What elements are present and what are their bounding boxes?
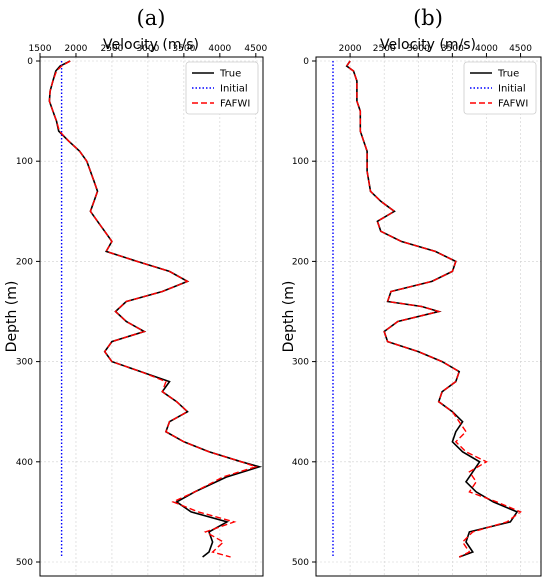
legend-label: Initial (220, 84, 248, 95)
y-tick-label: 100 (16, 157, 33, 167)
legend-label: True (219, 69, 241, 80)
x-tick-label: 3000 (136, 44, 159, 54)
legend-label: FAFWI (220, 99, 250, 110)
y-tick-label: 500 (292, 558, 309, 568)
x-tick-label: 3500 (441, 44, 464, 54)
x-tick-label: 3500 (172, 44, 195, 54)
y-tick-label: 400 (292, 458, 309, 468)
y-tick-label: 200 (16, 257, 33, 267)
x-tick-label: 2500 (100, 44, 123, 54)
panel-label: (a) (137, 6, 166, 30)
x-tick-label: 2500 (373, 44, 396, 54)
x-tick-label: 4500 (244, 44, 267, 54)
y-tick-label: 100 (292, 157, 309, 167)
x-tick-label: 4500 (509, 44, 532, 54)
y-tick-label: 0 (27, 57, 33, 67)
legend-label: Initial (498, 84, 526, 95)
series-line-fafwi (345, 60, 522, 558)
plot-frame (39, 56, 264, 577)
y-tick-label: 200 (292, 257, 309, 267)
x-axis-title: Velocity (m/s) (103, 37, 199, 53)
y-axis-title: Depth (m) (4, 281, 20, 353)
y-tick-label: 400 (16, 458, 33, 468)
legend: True Initial FAFWI (463, 61, 537, 115)
x-tick-label: 4000 (475, 44, 498, 54)
chart-panel-1: 1500 2000 2500 3000 3500 4000 4500 0 100 200 300 40… (4, 6, 268, 577)
legend: True Initial FAFWI (185, 61, 259, 115)
y-tick-label: 300 (16, 358, 33, 368)
x-axis-title: Velocity (m/s) (380, 37, 476, 53)
x-tick-label: 1500 (29, 44, 52, 54)
y-tick-label: 0 (303, 57, 309, 67)
x-tick-label: 2000 (65, 44, 88, 54)
legend-label: True (497, 69, 519, 80)
x-tick-label: 2000 (339, 44, 362, 54)
chart-panel-2: 2000 2500 3000 3500 4000 4500 0 100 200 300 400 500… (281, 6, 542, 577)
legend-box (463, 61, 537, 115)
legend-label: FAFWI (498, 99, 528, 110)
series-line-fafwi (48, 60, 259, 558)
y-tick-label: 500 (16, 558, 33, 568)
y-tick-label: 300 (292, 358, 309, 368)
y-axis-title: Depth (m) (281, 281, 297, 353)
series-line-true (48, 60, 263, 558)
legend-box (185, 61, 259, 115)
panel-label: (b) (413, 6, 443, 30)
plot-frame (315, 56, 542, 577)
x-tick-label: 3000 (407, 44, 430, 54)
x-tick-label: 4000 (208, 44, 231, 54)
